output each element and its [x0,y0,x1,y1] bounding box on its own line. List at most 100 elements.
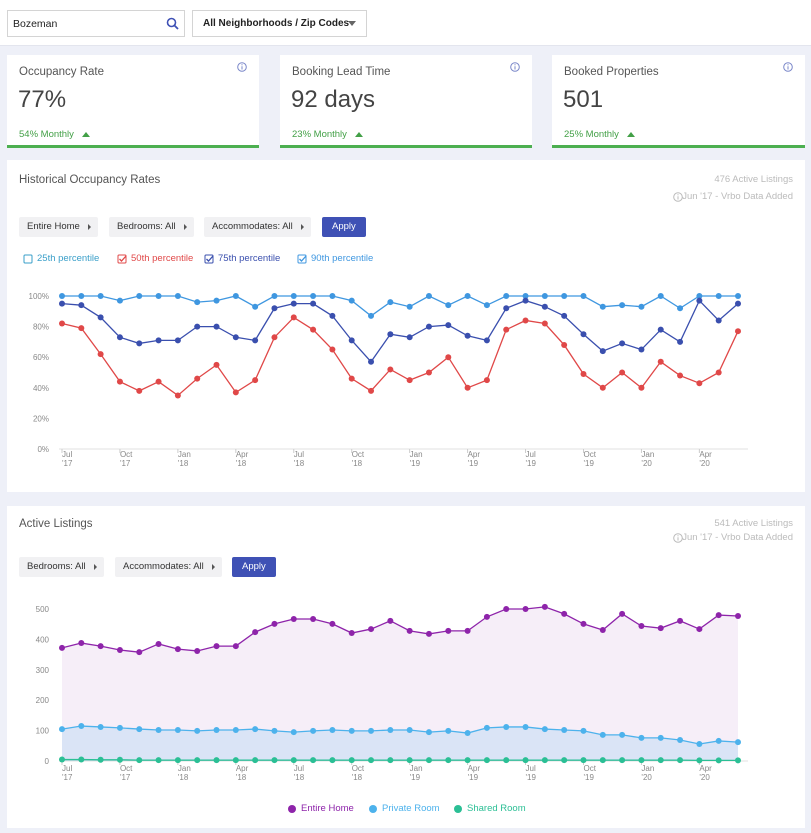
search-icon[interactable] [166,17,179,30]
series-line [61,606,739,653]
filter-button[interactable]: Bedrooms: All [19,557,104,577]
data-point [116,334,123,341]
data-point [213,297,220,304]
data-point [677,338,684,345]
kpi-label: Occupancy Rate [19,66,105,78]
data-point [445,727,452,734]
filter-button[interactable]: Accommodates: All [115,557,222,577]
search-box[interactable]: Bozeman [7,10,185,37]
data-point [677,737,684,744]
neighborhood-dropdown[interactable]: All Neighborhoods / Zip Codes [192,10,367,37]
data-point [59,756,65,763]
data-point [271,727,278,734]
data-point [271,757,278,764]
data-point [541,293,548,299]
data-point [232,389,239,396]
data-point [368,757,375,764]
y-tick-label: 500 [36,605,50,614]
data-point [213,323,220,330]
legend-dot [454,804,462,813]
data-point [735,757,741,764]
data-point [619,610,626,617]
data-point [194,647,201,654]
apply-button[interactable]: Apply [232,557,276,577]
kpi-value: 501 [563,86,604,113]
x-tick-label: Oct '19 [583,764,598,782]
data-point [329,346,336,353]
data-point [155,640,162,647]
chart-panel: 0% 20% 40% 60% 80% 100% Jul '17 Oct '17 Jan '18 A… [7,160,805,492]
data-point [735,293,741,299]
data-point [599,384,606,391]
data-point [97,723,104,730]
data-point [483,377,490,384]
data-point [59,320,65,327]
x-tick-label: Jul '17 [62,764,74,782]
data-point [213,757,220,764]
data-point [387,617,394,624]
data-point [406,627,413,634]
apply-button[interactable]: Apply [322,217,366,237]
data-point [136,387,143,394]
legend-checkbox [204,254,214,263]
legend-item[interactable]: 25th percentile [23,253,99,264]
data-point [155,293,162,299]
info-icon[interactable] [783,62,793,72]
data-point [252,629,259,636]
data-point [425,757,432,764]
data-point [174,392,181,399]
data-point [213,726,220,733]
data-point [503,723,510,730]
data-point [97,293,104,299]
filter-button[interactable]: Entire Home [19,217,98,237]
data-point [232,757,239,764]
legend-label: 50th percentile [131,253,194,264]
data-point [348,630,355,637]
data-point [425,369,432,376]
data-point [290,729,297,736]
y-tick-label: 100% [29,292,49,301]
data-note: Jun '17 - Vrbo Data Added [682,191,793,202]
info-icon[interactable] [510,62,520,72]
y-tick-label: 40% [33,384,49,393]
x-tick-label: Apr '18 [236,764,251,782]
data-point [715,317,722,324]
dropdown-text: All Neighborhoods / Zip Codes [203,18,350,29]
data-point [580,331,587,338]
data-point [657,293,664,299]
data-point [561,312,568,319]
data-point [677,372,684,379]
legend-item: Shared Room [453,803,526,814]
legend-item[interactable]: 50th percentile [117,253,193,264]
data-point [59,644,65,651]
data-point [406,334,413,341]
legend-item[interactable]: 75th percentile [204,253,280,264]
data-point [232,334,239,341]
kpi-change: 23% Monthly [292,129,363,140]
data-point [329,757,336,764]
filter-button[interactable]: Accommodates: All [204,217,311,237]
data-point [522,293,529,299]
data-point [116,724,123,731]
data-point [541,320,548,327]
x-tick-label: Jan '20 [641,764,656,782]
legend-item: Private Room [368,803,440,814]
legend-label: 90th percentile [311,253,374,264]
data-point [252,726,259,733]
data-point [522,757,529,764]
data-point [580,727,587,734]
data-point [657,757,664,764]
data-point [464,627,471,634]
legend-item[interactable]: 90th percentile [297,253,373,264]
data-point [406,757,413,764]
data-point [406,303,413,310]
x-tick-label: Oct '17 [120,764,135,782]
info-icon[interactable] [237,62,247,72]
data-point [657,625,664,632]
filter-button[interactable]: Bedrooms: All [109,217,194,237]
info-icon [673,192,683,202]
x-tick-label: Jul '17 [62,450,74,468]
data-point [368,358,375,365]
x-tick-label: Jan '18 [178,764,193,782]
data-point [348,727,355,734]
